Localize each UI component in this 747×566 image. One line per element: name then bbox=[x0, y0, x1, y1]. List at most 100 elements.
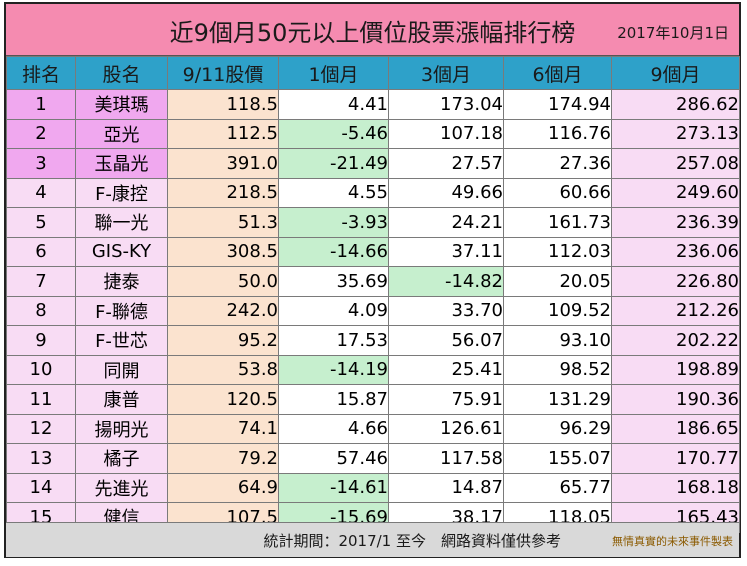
change-9m-cell: 236.06 bbox=[611, 236, 740, 267]
change-9m-cell: 286.62 bbox=[611, 89, 740, 120]
price-cell: 74.1 bbox=[167, 413, 279, 444]
change-6m-cell: 93.10 bbox=[503, 325, 612, 356]
change-1m-cell: 57.46 bbox=[278, 443, 389, 474]
name-cell: 揚明光 bbox=[75, 413, 168, 444]
change-6m-cell: 65.77 bbox=[503, 472, 612, 503]
table-row: 9 F-世芯 95.2 17.53 56.07 93.10 202.22 bbox=[6, 325, 740, 356]
change-1m-cell: -5.46 bbox=[278, 118, 389, 149]
col-header-name: 股名 bbox=[75, 56, 168, 90]
change-1m-cell: -21.49 bbox=[278, 148, 389, 179]
change-9m-cell: 168.18 bbox=[611, 472, 740, 503]
table-row: 11 康普 120.5 15.87 75.91 131.29 190.36 bbox=[6, 384, 740, 415]
change-9m-cell: 273.13 bbox=[611, 118, 740, 149]
change-3m-cell: 27.57 bbox=[388, 148, 504, 179]
price-cell: 79.2 bbox=[167, 443, 279, 474]
change-3m-cell: 25.41 bbox=[388, 354, 504, 385]
rank-cell: 9 bbox=[6, 325, 76, 356]
rank-cell: 2 bbox=[6, 118, 76, 149]
price-cell: 50.0 bbox=[167, 266, 279, 297]
price-cell: 51.3 bbox=[167, 207, 279, 238]
name-cell: 先進光 bbox=[75, 472, 168, 503]
change-6m-cell: 161.73 bbox=[503, 207, 612, 238]
price-cell: 112.5 bbox=[167, 118, 279, 149]
change-6m-cell: 20.05 bbox=[503, 266, 612, 297]
name-cell: 捷泰 bbox=[75, 266, 168, 297]
table-row: 10 同開 53.8 -14.19 25.41 98.52 198.89 bbox=[6, 354, 740, 385]
rank-cell: 11 bbox=[6, 384, 76, 415]
rank-cell: 8 bbox=[6, 295, 76, 326]
header-row: 排名 股名 9/11股價 1個月 3個月 6個月 9個月 bbox=[6, 56, 740, 90]
change-3m-cell: 14.87 bbox=[388, 472, 504, 503]
col-header-9m: 9個月 bbox=[611, 56, 740, 90]
rank-cell: 1 bbox=[6, 89, 76, 120]
price-cell: 218.5 bbox=[167, 177, 279, 208]
change-6m-cell: 109.52 bbox=[503, 295, 612, 326]
price-cell: 95.2 bbox=[167, 325, 279, 356]
col-header-1m: 1個月 bbox=[278, 56, 389, 90]
change-6m-cell: 98.52 bbox=[503, 354, 612, 385]
name-cell: 玉晶光 bbox=[75, 148, 168, 179]
table-row: 13 橘子 79.2 57.46 117.58 155.07 170.77 bbox=[6, 443, 740, 474]
table-row: 1 美琪瑪 118.5 4.41 173.04 174.94 286.62 bbox=[6, 89, 740, 120]
name-cell: 聯一光 bbox=[75, 207, 168, 238]
table-row: 14 先進光 64.9 -14.61 14.87 65.77 168.18 bbox=[6, 472, 740, 503]
change-9m-cell: 198.89 bbox=[611, 354, 740, 385]
name-cell: 橘子 bbox=[75, 443, 168, 474]
table-body: 1 美琪瑪 118.5 4.41 173.04 174.94 286.62 2 亞光 112.5-… bbox=[6, 89, 740, 533]
change-3m-cell: 33.70 bbox=[388, 295, 504, 326]
name-cell: 亞光 bbox=[75, 118, 168, 149]
change-6m-cell: 96.29 bbox=[503, 413, 612, 444]
change-6m-cell: 116.76 bbox=[503, 118, 612, 149]
change-3m-cell: 49.66 bbox=[388, 177, 504, 208]
rank-cell: 5 bbox=[6, 207, 76, 238]
name-cell: F-聯德 bbox=[75, 295, 168, 326]
price-cell: 64.9 bbox=[167, 472, 279, 503]
change-1m-cell: 4.66 bbox=[278, 413, 389, 444]
table-row: 4 F-康控 218.5 4.55 49.66 60.66 249.60 bbox=[6, 177, 740, 208]
change-6m-cell: 174.94 bbox=[503, 89, 612, 120]
change-3m-cell: 173.04 bbox=[388, 89, 504, 120]
rank-cell: 14 bbox=[6, 472, 76, 503]
table-row: 8 F-聯德 242.0 4.09 33.70 109.52 212.26 bbox=[6, 295, 740, 326]
ranking-table: 排名 股名 9/11股價 1個月 3個月 6個月 9個月 1 美琪瑪 118.5 4.… bbox=[6, 56, 740, 533]
footer-note: 統計期間：2017/1 至今 網路資料僅供參考 bbox=[263, 532, 561, 550]
name-cell: F-康控 bbox=[75, 177, 168, 208]
change-9m-cell: 226.80 bbox=[611, 266, 740, 297]
change-1m-cell: 17.53 bbox=[278, 325, 389, 356]
name-cell: 美琪瑪 bbox=[75, 89, 168, 120]
price-cell: 308.5 bbox=[167, 236, 279, 267]
change-3m-cell: 126.61 bbox=[388, 413, 504, 444]
sheet-date: 2017年10月1日 bbox=[617, 24, 729, 42]
price-cell: 242.0 bbox=[167, 295, 279, 326]
sheet-title: 近9個月50元以上價位股票漲幅排行榜 bbox=[169, 19, 576, 47]
change-3m-cell: 75.91 bbox=[388, 384, 504, 415]
table-row: 3 玉晶光 391.0 -21.49 27.57 27.36 257.08 bbox=[6, 148, 740, 179]
name-cell: GIS-KY bbox=[75, 236, 168, 267]
col-header-3m: 3個月 bbox=[388, 56, 504, 90]
change-1m-cell: 4.09 bbox=[278, 295, 389, 326]
change-1m-cell: 4.55 bbox=[278, 177, 389, 208]
table-row: 5 聯一光 51.3 -3.93 24.21 161.73 236.39 bbox=[6, 207, 740, 238]
change-3m-cell: 37.11 bbox=[388, 236, 504, 267]
table-row: 6 GIS-KY 308.5 -14.66 37.11 112.03 236.06 bbox=[6, 236, 740, 267]
change-9m-cell: 186.65 bbox=[611, 413, 740, 444]
change-1m-cell: -14.66 bbox=[278, 236, 389, 267]
price-cell: 53.8 bbox=[167, 354, 279, 385]
change-9m-cell: 170.77 bbox=[611, 443, 740, 474]
price-cell: 120.5 bbox=[167, 384, 279, 415]
change-9m-cell: 212.26 bbox=[611, 295, 740, 326]
rank-cell: 10 bbox=[6, 354, 76, 385]
price-cell: 391.0 bbox=[167, 148, 279, 179]
ranking-sheet: 近9個月50元以上價位股票漲幅排行榜 2017年10月1日 排名 股名 9/11… bbox=[4, 2, 741, 558]
change-9m-cell: 202.22 bbox=[611, 325, 740, 356]
change-9m-cell: 249.60 bbox=[611, 177, 740, 208]
name-cell: 康普 bbox=[75, 384, 168, 415]
table-row: 12 揚明光 74.1 4.66 126.61 96.29 186.65 bbox=[6, 413, 740, 444]
change-6m-cell: 131.29 bbox=[503, 384, 612, 415]
change-1m-cell: -3.93 bbox=[278, 207, 389, 238]
credit-label: 無情真實的未來事件製表 bbox=[612, 535, 733, 548]
rank-cell: 4 bbox=[6, 177, 76, 208]
change-9m-cell: 257.08 bbox=[611, 148, 740, 179]
rank-cell: 13 bbox=[6, 443, 76, 474]
title-bar: 近9個月50元以上價位股票漲幅排行榜 2017年10月1日 bbox=[6, 4, 739, 56]
